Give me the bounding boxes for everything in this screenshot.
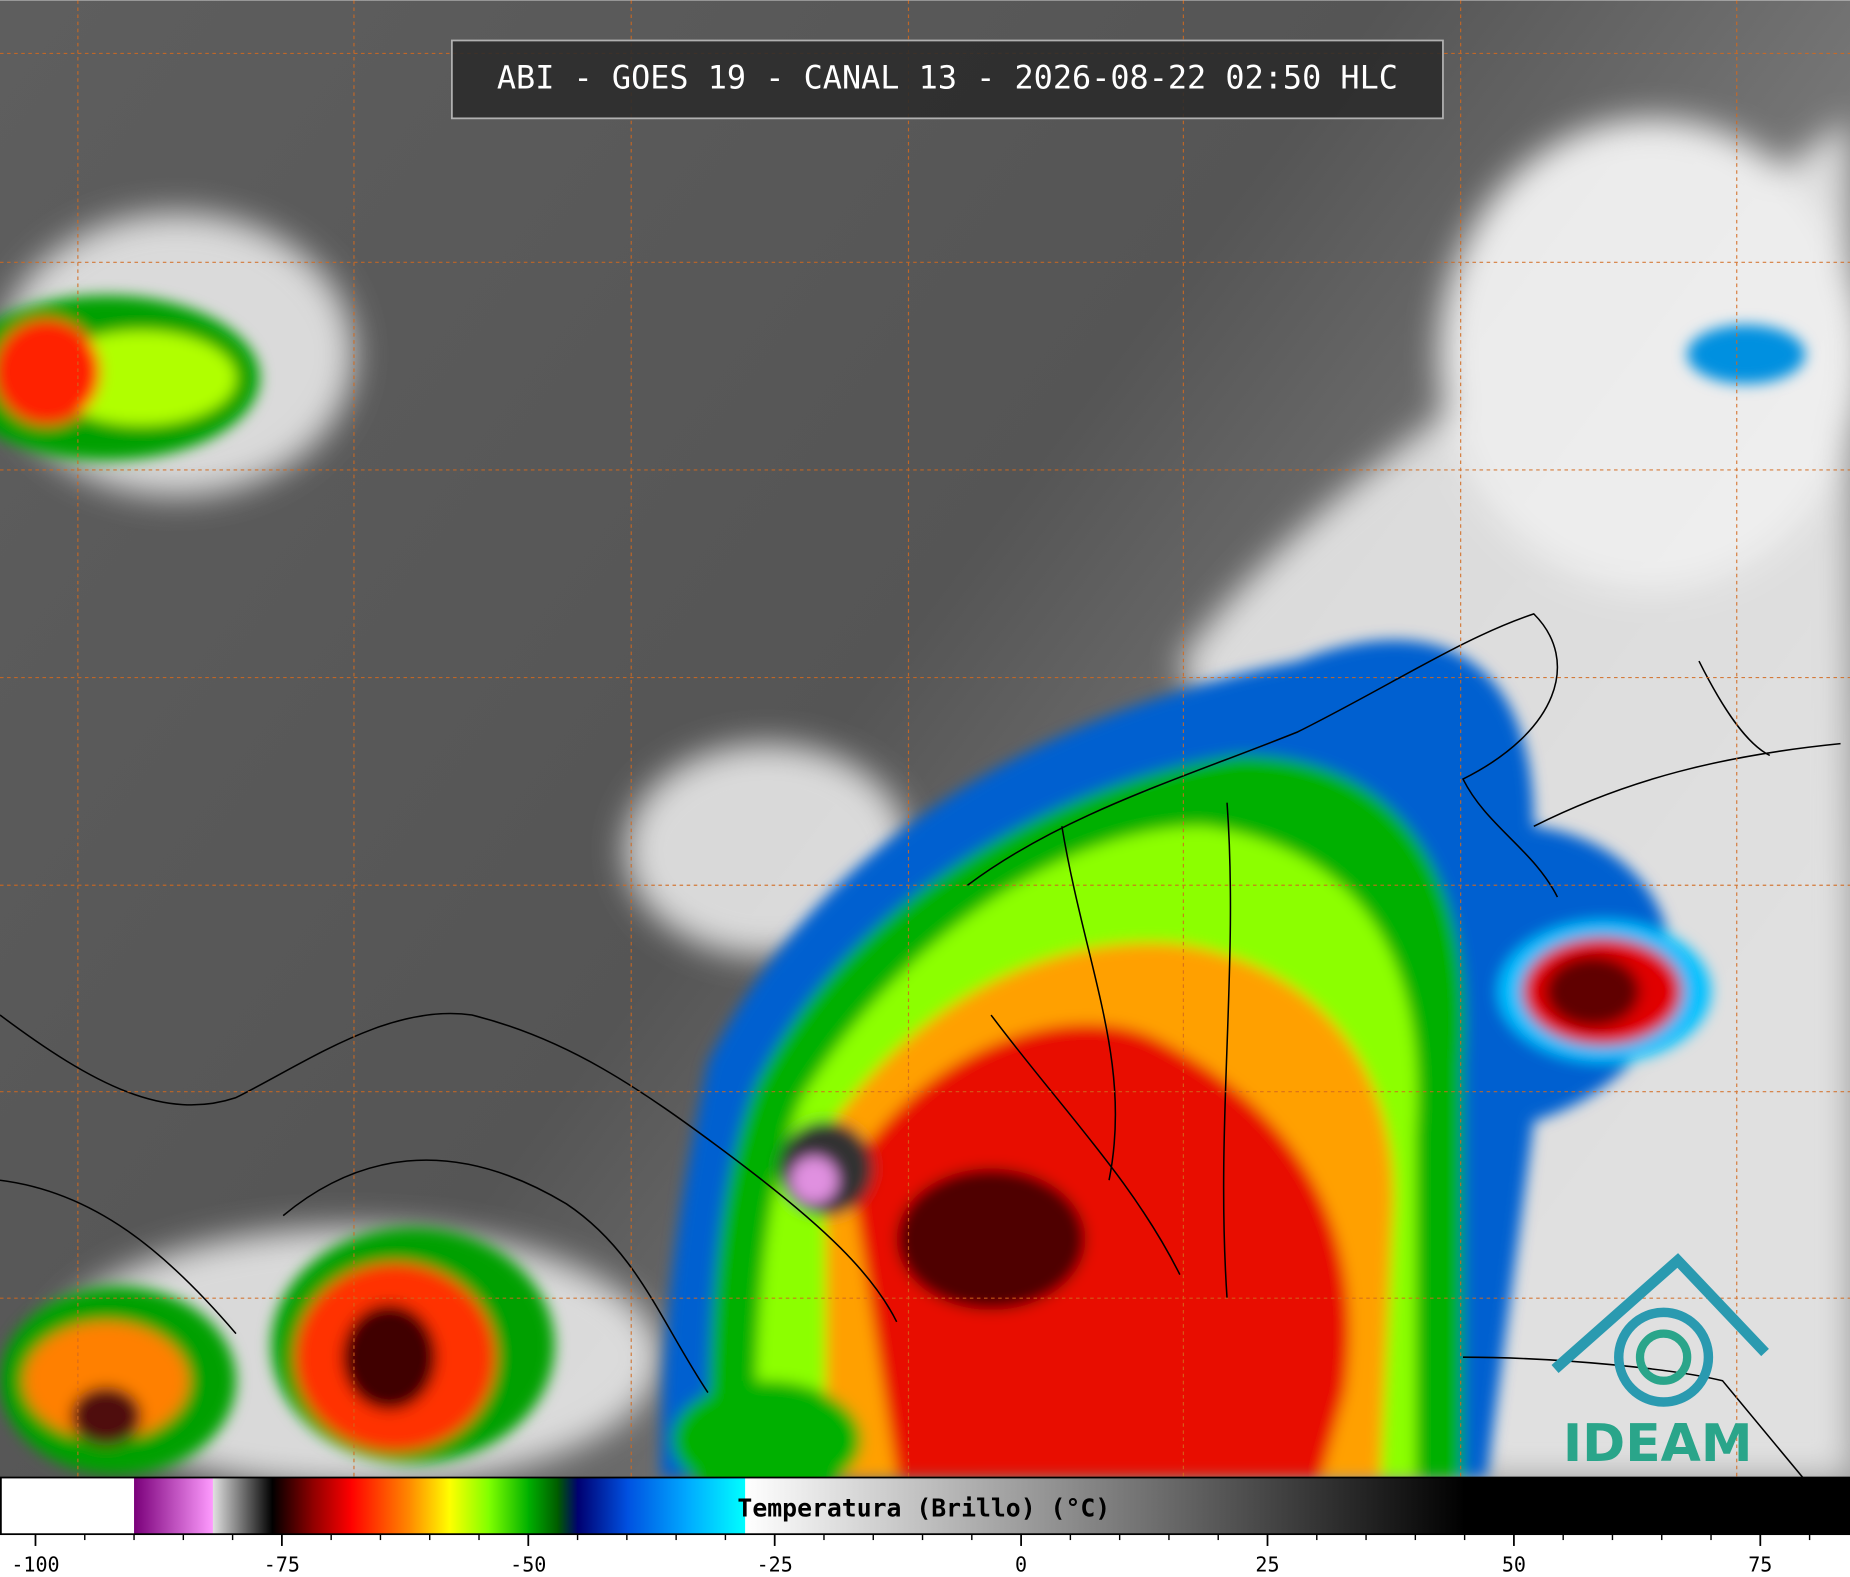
colorbar-segment [557,1477,579,1535]
x-tick-label: 0 [1015,1553,1027,1577]
title-box: ABI - GOES 19 - CANAL 13 - 2026-08-22 02… [450,39,1444,120]
colorbar-segment [577,1477,628,1535]
colorbar-segment [1464,1477,1850,1535]
colorbar-frame [0,1476,1850,1536]
title: ABI - GOES 19 - CANAL 13 - 2026-08-22 02… [497,58,1398,96]
x-tick-label: -50 [510,1553,546,1577]
colorbar-segment [449,1477,490,1535]
x-tick-label: -100 [11,1553,59,1577]
colorbar-segment [311,1477,352,1535]
x-tick-label: 50 [1502,1553,1526,1577]
x-tick-label: -25 [757,1553,793,1577]
colorbar-segment [528,1477,559,1535]
x-tick-label: -75 [264,1553,300,1577]
colorbar: Temperatura (Brillo) (°C) -100 -75 -50 -25 0 2… [0,1476,1850,1577]
x-tick-label: 75 [1748,1553,1772,1577]
colorbar-segment [212,1477,273,1535]
x-tick-label: 25 [1255,1553,1279,1577]
colorbar-segment [0,1477,135,1535]
imagery [0,0,1850,1499]
colorbar-segment [350,1477,411,1535]
logo: IDEAM [1551,1253,1769,1474]
logo-text: IDEAM [1563,1414,1753,1474]
colorbar-segment [272,1477,313,1535]
colorbar-segment [626,1477,687,1535]
colorbar-segment [488,1477,529,1535]
colorbar-segment [410,1477,451,1535]
colorbar-segment [745,1477,1466,1535]
colorbar-label: Temperatura (Brillo) (°C) [737,1493,1110,1522]
colorbar-segment [134,1477,214,1535]
colorbar-segment [685,1477,746,1535]
